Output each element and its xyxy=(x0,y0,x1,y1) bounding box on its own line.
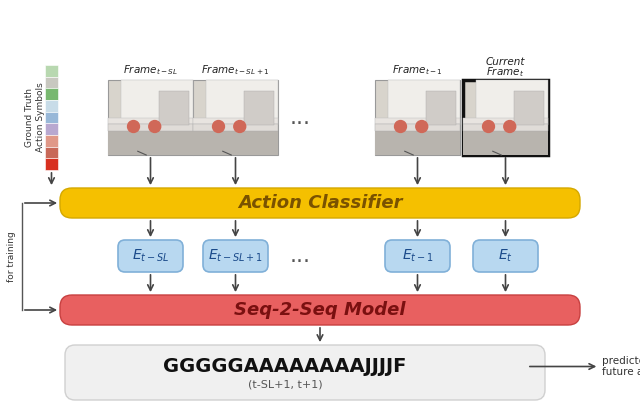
Bar xyxy=(463,118,548,123)
Circle shape xyxy=(149,120,161,132)
Bar xyxy=(45,77,58,88)
Bar xyxy=(244,91,274,125)
Circle shape xyxy=(394,120,406,132)
FancyBboxPatch shape xyxy=(385,240,450,272)
Bar xyxy=(45,135,58,147)
Bar xyxy=(108,80,193,155)
Text: Frame$_{\mathit{t-SL+1}}$: Frame$_{\mathit{t-SL+1}}$ xyxy=(201,63,269,77)
Bar xyxy=(108,123,193,131)
Circle shape xyxy=(234,120,246,132)
Circle shape xyxy=(212,120,225,132)
Circle shape xyxy=(127,120,140,132)
Text: ...: ... xyxy=(289,108,310,127)
Bar xyxy=(45,100,58,112)
Bar xyxy=(375,80,460,155)
Bar xyxy=(108,118,193,123)
Bar xyxy=(375,123,460,131)
Bar xyxy=(193,118,278,123)
Bar xyxy=(205,80,278,125)
Text: Current: Current xyxy=(486,57,525,67)
Bar xyxy=(45,112,58,123)
Bar xyxy=(108,123,193,155)
Bar xyxy=(193,123,278,131)
Bar xyxy=(159,91,189,125)
Bar xyxy=(375,118,460,123)
Text: Frame$_{\mathit{t-1}}$: Frame$_{\mathit{t-1}}$ xyxy=(392,63,443,77)
Bar xyxy=(463,80,548,155)
FancyBboxPatch shape xyxy=(60,295,580,325)
Bar xyxy=(426,91,456,125)
Bar xyxy=(45,123,58,135)
Circle shape xyxy=(504,120,516,132)
Bar xyxy=(45,147,58,158)
Text: predicted
future action: predicted future action xyxy=(530,356,640,377)
Bar xyxy=(121,80,193,125)
Bar xyxy=(193,123,278,155)
FancyBboxPatch shape xyxy=(203,240,268,272)
FancyBboxPatch shape xyxy=(473,240,538,272)
Text: $E_{\mathit{t-SL+1}}$: $E_{\mathit{t-SL+1}}$ xyxy=(208,248,263,264)
Bar xyxy=(193,80,278,155)
Circle shape xyxy=(483,120,495,132)
Bar xyxy=(463,123,548,131)
Bar xyxy=(514,91,544,125)
Bar xyxy=(45,65,58,77)
Text: (t-SL+1, t+1): (t-SL+1, t+1) xyxy=(248,379,323,390)
Text: GGGGGAAAAAAAAJJJJF: GGGGGAAAAAAAAJJJJF xyxy=(163,357,406,376)
Text: $E_{\mathit{t-SL}}$: $E_{\mathit{t-SL}}$ xyxy=(132,248,169,264)
FancyBboxPatch shape xyxy=(65,345,545,400)
Bar xyxy=(476,80,548,125)
Text: for training: for training xyxy=(8,231,17,282)
Text: $E_{\mathit{t}}$: $E_{\mathit{t}}$ xyxy=(498,248,513,264)
FancyBboxPatch shape xyxy=(60,188,580,218)
Text: Frame$_{\mathit{t-SL}}$: Frame$_{\mathit{t-SL}}$ xyxy=(123,63,178,77)
Bar xyxy=(463,123,548,155)
Bar xyxy=(45,158,58,170)
Text: Seq-2-Seq Model: Seq-2-Seq Model xyxy=(234,301,406,319)
Text: Action Classifier: Action Classifier xyxy=(237,194,403,212)
Bar xyxy=(388,80,460,125)
Text: $E_{\mathit{t-1}}$: $E_{\mathit{t-1}}$ xyxy=(402,248,433,264)
FancyBboxPatch shape xyxy=(118,240,183,272)
Text: Frame$_{\mathit{t}}$: Frame$_{\mathit{t}}$ xyxy=(486,65,525,79)
Text: ...: ... xyxy=(289,246,310,266)
Bar xyxy=(45,88,58,100)
Bar xyxy=(375,123,460,155)
Text: Ground Truth
Action Symbols: Ground Truth Action Symbols xyxy=(26,83,45,152)
Circle shape xyxy=(416,120,428,132)
